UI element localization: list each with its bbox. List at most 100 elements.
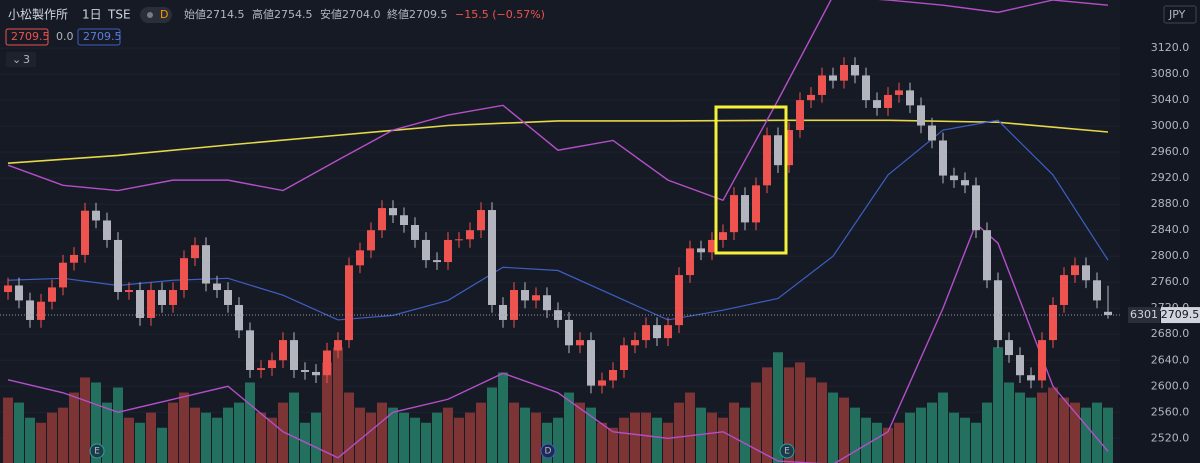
last-price-label: 2709.5 [1161,308,1200,321]
currency-btn[interactable] [1163,5,1197,24]
candle-body [1093,280,1101,301]
candle-body [983,230,991,281]
volume-bar [47,412,57,463]
candle-body [455,239,463,241]
candle-body [356,250,364,266]
collapse-count: 3 [23,53,30,66]
volume-bar [729,402,739,463]
badge-dot [147,12,153,18]
candle-body [499,304,507,320]
volume-bar [223,407,233,463]
event-badge[interactable] [540,443,556,459]
interval: 1日 [82,8,102,22]
candle-body [730,195,738,233]
volume-bar [102,402,112,463]
candle-body [301,370,309,372]
y-tick-label: 2680.0 [1151,327,1190,340]
candle-body [1049,304,1057,341]
volume-bar [696,407,706,463]
candle-body [928,125,936,141]
candle-body [103,220,111,240]
volume-bar [894,422,904,463]
open: 始値2714.5 [184,7,245,21]
exchange: TSE [107,8,131,22]
candle-body [15,285,23,301]
volume-bar [1048,387,1058,463]
candle-body [950,175,958,181]
candle-body [631,340,639,346]
badge-bg[interactable] [140,7,172,23]
change: −15.5 (−0.57%) [455,8,545,21]
volume-bar [146,412,156,463]
high: 高値2754.5 [252,7,313,21]
candle-body [466,230,474,240]
candle-body [92,210,100,221]
y-tick-label: 2520.0 [1151,431,1190,444]
collapse-btn[interactable] [6,52,36,67]
candle-body [136,290,144,318]
volume-bar [179,392,189,463]
candle-body [939,140,947,176]
candle-body [774,135,782,166]
candle-body [851,65,859,76]
price-axis [1120,0,1200,463]
close: 終値2709.5 [387,7,448,21]
volume-bar [157,427,167,463]
candle-body [334,340,342,351]
volume-bar [69,392,79,463]
ind-a: 2709.5 [11,30,50,43]
candle-body [202,245,210,284]
volume-bar [773,352,783,463]
candle-body [268,360,276,369]
candle-body [862,75,870,101]
volume-bar [652,417,662,463]
symbol-code-bg [1128,307,1160,324]
volume-bar [355,407,365,463]
volume-bar [575,402,585,463]
event-badge[interactable] [779,443,795,459]
volume-bar [333,347,343,463]
candle-body [686,248,694,276]
volume-bar [630,412,640,463]
candle-body [235,304,243,331]
candle-body [1016,355,1024,376]
volume-bar [1026,397,1036,463]
candle-body [994,280,1002,341]
volume-bar [443,407,453,463]
candle-body [741,195,749,223]
volume-bar [256,412,266,463]
candle-body [246,330,254,371]
volume-bar [25,417,35,463]
volume-bar [245,382,255,463]
candle-body [290,340,298,371]
volume-bar [949,412,959,463]
candle-body [1027,375,1035,381]
volume-bar [1004,382,1014,463]
ind-box [5,28,49,46]
candle-body [708,239,716,253]
candle-body [433,260,441,263]
symbol-code: 6301 [1130,308,1158,321]
candle-body [400,215,408,225]
volume-bar [817,382,827,463]
last-price-bg [1161,307,1200,324]
volume-bar [872,422,882,463]
candle-body [59,262,67,288]
candle-body [752,185,760,223]
candle-body [147,290,155,318]
candle-body [906,90,914,106]
candle-body [609,370,617,381]
volume-bar [465,412,475,463]
volume-bar [850,407,860,463]
volume-bar [641,412,651,463]
candle-body [796,100,804,131]
volume-bar [1103,407,1113,463]
volume-bar [883,427,893,463]
candle-body [114,239,122,292]
event-badge[interactable] [89,443,105,459]
volume-bar [839,397,849,463]
volume-bar [487,387,497,463]
candle-body [422,239,430,261]
low: 安値2704.0 [320,7,381,21]
candle-body [785,130,793,166]
